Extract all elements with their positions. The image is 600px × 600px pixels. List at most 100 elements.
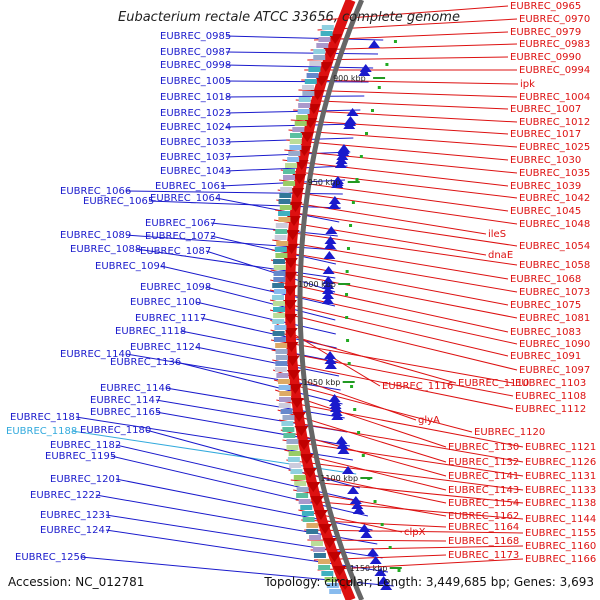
gene-label-right[interactable]: dnaE xyxy=(488,250,513,261)
gene-label-right[interactable]: EUBREC_1120 xyxy=(474,427,545,438)
gene-label-left[interactable]: EUBREC_0998 xyxy=(160,60,231,71)
gene-label-right[interactable]: ipk xyxy=(520,79,535,90)
gene-label-left[interactable]: EUBREC_1023 xyxy=(160,108,231,119)
minus-gene-arrow xyxy=(290,398,305,408)
gene-label-right[interactable]: EUBREC_1083 xyxy=(510,327,581,338)
gene-label-right[interactable]: EUBREC_1166 xyxy=(525,554,596,565)
gene-label-right[interactable]: EUBREC_1116 xyxy=(382,381,453,392)
gene-label-left[interactable]: EUBREC_1037 xyxy=(160,152,231,163)
gene-label-left[interactable]: EUBREC_1033 xyxy=(160,137,231,148)
gene-label-left[interactable]: EUBREC_1222 xyxy=(30,490,101,501)
gene-label-right[interactable]: EUBREC_1143 xyxy=(448,485,519,496)
gene-label-left[interactable]: EUBREC_1201 xyxy=(50,474,121,485)
gene-label-right[interactable]: EUBREC_0994 xyxy=(519,65,590,76)
gene-label-left[interactable]: EUBREC_1043 xyxy=(160,166,231,177)
gene-label-right[interactable]: EUBREC_1017 xyxy=(510,129,581,140)
gene-label-right[interactable]: EUBREC_1110 xyxy=(458,378,529,389)
gene-label-right[interactable]: EUBREC_1155 xyxy=(525,528,596,539)
gene-label-right[interactable]: EUBREC_1121 xyxy=(525,442,596,453)
gene-label-left[interactable]: EUBREC_1100 xyxy=(130,297,201,308)
gene-label-left[interactable]: EUBREC_1247 xyxy=(40,525,111,536)
gene-label-left[interactable]: EUBREC_1146 xyxy=(100,383,171,394)
gene-label-left[interactable]: EUBREC_1061 xyxy=(155,181,226,192)
gene-label-right[interactable]: EUBREC_1068 xyxy=(510,274,581,285)
gene-label-right[interactable]: EUBREC_1138 xyxy=(525,498,596,509)
gene-label-right[interactable]: EUBREC_1025 xyxy=(519,142,590,153)
gene-label-right[interactable]: EUBREC_0990 xyxy=(510,52,581,63)
gene-label-right[interactable]: EUBREC_1168 xyxy=(448,536,519,547)
gene-label-right[interactable]: EUBREC_1112 xyxy=(515,404,586,415)
gene-label-right[interactable]: EUBREC_1162 xyxy=(448,511,519,522)
gene-label-right[interactable]: EUBREC_0965 xyxy=(510,1,581,12)
gene-label-left[interactable]: EUBREC_1088 xyxy=(70,244,141,255)
gene-label-right[interactable]: EUBREC_0979 xyxy=(510,27,581,38)
gene-label-left[interactable]: EUBREC_0987 xyxy=(160,47,231,58)
gene-label-left[interactable]: EUBREC_1018 xyxy=(160,92,231,103)
gene-label-left[interactable]: EUBREC_1024 xyxy=(160,122,231,133)
gene-label-right[interactable]: EUBREC_0983 xyxy=(519,39,590,50)
gene-label-right[interactable]: EUBREC_1090 xyxy=(519,339,590,350)
gene-label-left[interactable]: EUBREC_1005 xyxy=(160,76,231,87)
gene-label-left[interactable]: EUBREC_1195 xyxy=(45,451,116,462)
gene-label-right[interactable]: EUBREC_1039 xyxy=(510,181,581,192)
gene-label-left[interactable]: EUBREC_1067 xyxy=(145,218,216,229)
gene-label-left[interactable]: EUBREC_1066 xyxy=(60,186,131,197)
gene-label-left[interactable]: EUBREC_1094 xyxy=(95,261,166,272)
gene-label-left[interactable]: EUBREC_1182 xyxy=(50,440,121,451)
gene-label-right[interactable]: EUBREC_1004 xyxy=(519,92,590,103)
gene-label-right[interactable]: EUBREC_1108 xyxy=(515,391,586,402)
gene-label-right[interactable]: EUBREC_1048 xyxy=(519,219,590,230)
gene-label-left[interactable]: EUBREC_1136 xyxy=(110,357,181,368)
gene-label-right[interactable]: EUBREC_1160 xyxy=(525,541,596,552)
gene-label-right[interactable]: EUBREC_1103 xyxy=(515,378,586,389)
gene-label-right[interactable]: EUBREC_1131 xyxy=(525,471,596,482)
gene-label-left[interactable]: EUBREC_1231 xyxy=(40,510,111,521)
gene-label-right[interactable]: EUBREC_1173 xyxy=(448,550,519,561)
gene-label-right[interactable]: EUBREC_1073 xyxy=(519,287,590,298)
feature-block xyxy=(278,403,291,408)
gene-label-right[interactable]: glyA xyxy=(418,415,440,426)
gene-label-left[interactable]: EUBREC_1117 xyxy=(135,313,206,324)
gene-label-right[interactable]: clpX xyxy=(404,527,426,538)
gene-label-left[interactable]: EUBREC_1256 xyxy=(15,552,86,563)
gene-label-right[interactable]: EUBREC_0970 xyxy=(519,14,590,25)
gene-label-right[interactable]: EUBREC_1012 xyxy=(519,117,590,128)
gene-label-right[interactable]: EUBREC_1144 xyxy=(525,514,596,525)
gene-label-right[interactable]: EUBREC_1164 xyxy=(448,522,519,533)
gene-label-right[interactable]: EUBREC_1130 xyxy=(448,442,519,453)
gene-label-right[interactable]: EUBREC_1081 xyxy=(519,313,590,324)
gene-label-right[interactable]: EUBREC_1141 xyxy=(448,471,519,482)
gene-label-right[interactable]: EUBREC_1132 xyxy=(448,457,519,468)
gene-label-left[interactable]: EUBREC_1087 xyxy=(140,246,211,257)
gene-label-right[interactable]: EUBREC_1097 xyxy=(519,365,590,376)
gene-label-right[interactable]: EUBREC_1075 xyxy=(510,300,581,311)
gene-label-right[interactable]: ileS xyxy=(488,229,506,240)
gene-label-left[interactable]: EUBREC_0985 xyxy=(160,31,231,42)
gene-label-right[interactable]: EUBREC_1058 xyxy=(519,260,590,271)
gene-label-left[interactable]: EUBREC_1089 xyxy=(60,230,131,241)
gene-label-right[interactable]: EUBREC_1030 xyxy=(510,155,581,166)
feature-block xyxy=(280,187,293,192)
gene-label-right[interactable]: EUBREC_1133 xyxy=(525,485,596,496)
gene-label-left[interactable]: EUBREC_1118 xyxy=(115,326,186,337)
gene-label-left[interactable]: EUBREC_1072 xyxy=(145,231,216,242)
gene-labels[interactable]: EUBREC_0985 EUBREC_0987 EUBREC_0998 EUBREC_… xyxy=(6,1,596,565)
gene-label-right[interactable]: EUBREC_1007 xyxy=(510,104,581,115)
gene-label-left[interactable]: EUBREC_1124 xyxy=(130,342,201,353)
gene-label-left[interactable]: EUBREC_1188 xyxy=(6,426,77,437)
gene-label-left[interactable]: EUBREC_1065 xyxy=(83,196,154,207)
gene-label-right[interactable]: EUBREC_1126 xyxy=(525,457,596,468)
gene-label-left[interactable]: EUBREC_1165 xyxy=(90,407,161,418)
gene-label-left[interactable]: EUBREC_1180 xyxy=(80,425,151,436)
gene-label-left[interactable]: EUBREC_1147 xyxy=(90,395,161,406)
gene-label-left[interactable]: EUBREC_1064 xyxy=(150,193,221,204)
gene-label-right[interactable]: EUBREC_1054 xyxy=(519,241,590,252)
gene-label-right[interactable]: EUBREC_1042 xyxy=(519,193,590,204)
gene-label-left[interactable]: EUBREC_1181 xyxy=(10,412,81,423)
gene-label-left[interactable]: EUBREC_1098 xyxy=(140,282,211,293)
gene-label-right[interactable]: EUBREC_1154 xyxy=(448,498,519,509)
gene-label-right[interactable]: EUBREC_1091 xyxy=(510,351,581,362)
gene-label-left[interactable]: EUBREC_1140 xyxy=(60,349,131,360)
gene-label-right[interactable]: EUBREC_1045 xyxy=(510,206,581,217)
gene-label-right[interactable]: EUBREC_1035 xyxy=(519,168,590,179)
